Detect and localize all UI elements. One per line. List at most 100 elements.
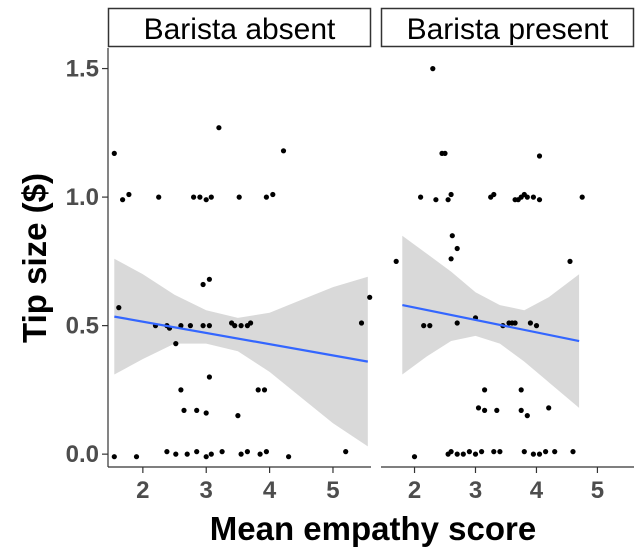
data-point	[454, 320, 460, 326]
data-point	[244, 449, 250, 455]
data-point	[427, 323, 433, 329]
x-tick-label: 2	[136, 477, 149, 504]
data-point	[203, 454, 209, 460]
axes-layer: 2 3 4 5 2 3 4 5 0.0 0.5 1.0 1.5	[66, 48, 634, 504]
data-point	[421, 323, 427, 329]
confidence-ribbon	[402, 235, 580, 408]
data-point	[411, 454, 418, 460]
data-point	[536, 197, 543, 203]
data-point	[543, 449, 549, 455]
data-point	[579, 194, 585, 200]
data-point	[454, 245, 460, 252]
data-point	[418, 194, 424, 200]
data-point	[156, 194, 162, 200]
data-point	[536, 451, 543, 457]
data-point	[255, 387, 261, 393]
x-tick-label: 4	[263, 477, 277, 504]
data-point	[494, 407, 500, 413]
data-point	[527, 320, 534, 326]
data-point	[203, 410, 209, 416]
data-point	[229, 320, 235, 326]
data-point	[570, 449, 576, 455]
strip-label: Barista absent	[144, 13, 336, 46]
data-point	[286, 454, 292, 460]
strip-box	[107, 7, 372, 48]
data-point	[216, 125, 222, 131]
data-point	[448, 449, 454, 455]
data-point	[533, 323, 540, 329]
data-point	[200, 323, 206, 329]
data-point	[491, 191, 497, 198]
data-point	[164, 449, 170, 455]
data-point	[460, 451, 466, 457]
data-point	[219, 449, 225, 455]
data-point	[393, 258, 399, 264]
data-point	[479, 449, 485, 455]
data-point	[512, 320, 518, 326]
data-point	[536, 153, 543, 159]
data-point	[263, 449, 269, 455]
data-point	[343, 449, 349, 455]
fit-line	[402, 303, 580, 343]
data-point	[546, 405, 552, 411]
data-point	[270, 191, 276, 198]
y-tick-label: 0.0	[66, 441, 99, 468]
data-point	[482, 407, 488, 413]
data-point	[518, 387, 524, 393]
data-point	[208, 194, 214, 200]
y-tick-label: 1.0	[66, 184, 99, 211]
data-point	[126, 191, 132, 198]
data-point	[120, 197, 126, 203]
data-point	[184, 451, 190, 457]
data-point	[194, 407, 200, 413]
data-point	[449, 233, 455, 239]
panel-2: Barista present	[380, 7, 635, 460]
x-tick-label: 2	[408, 477, 421, 504]
data-point	[367, 294, 373, 300]
data-point	[181, 407, 187, 413]
data-point	[491, 449, 497, 455]
data-point	[111, 150, 117, 156]
data-point	[206, 323, 212, 329]
x-tick-label: 4	[530, 477, 544, 504]
data-point	[524, 194, 530, 200]
data-point	[235, 413, 241, 419]
data-point	[433, 197, 439, 203]
data-point	[475, 405, 482, 411]
data-point	[238, 451, 244, 457]
x-tick-label: 5	[326, 477, 339, 504]
data-point	[187, 323, 193, 329]
fit-line	[114, 315, 369, 363]
data-point	[454, 451, 460, 457]
confidence-ribbon	[114, 258, 368, 447]
data-point	[530, 451, 537, 457]
data-point	[248, 320, 254, 326]
data-point	[206, 276, 212, 282]
data-point	[552, 449, 558, 455]
data-point	[200, 281, 206, 288]
data-point	[116, 305, 122, 311]
data-point	[263, 194, 269, 200]
data-point	[448, 191, 454, 198]
data-point	[257, 451, 263, 457]
x-tick-label: 3	[469, 477, 482, 504]
data-point	[238, 323, 244, 329]
data-point	[173, 451, 179, 457]
strip-box	[380, 7, 635, 48]
strip-label: Barista present	[407, 13, 609, 46]
data-point	[442, 150, 448, 156]
x-axis-title: Mean empathy score	[210, 510, 536, 547]
data-point	[208, 451, 214, 457]
data-point	[472, 451, 479, 457]
data-point	[178, 387, 184, 393]
x-tick-label: 5	[591, 477, 604, 504]
data-point	[521, 449, 527, 455]
data-point	[482, 387, 488, 393]
data-point	[524, 413, 530, 419]
data-point	[178, 323, 184, 329]
data-point	[203, 197, 209, 203]
data-point	[567, 258, 573, 264]
y-tick-label: 0.5	[66, 313, 99, 340]
data-point	[111, 454, 117, 460]
